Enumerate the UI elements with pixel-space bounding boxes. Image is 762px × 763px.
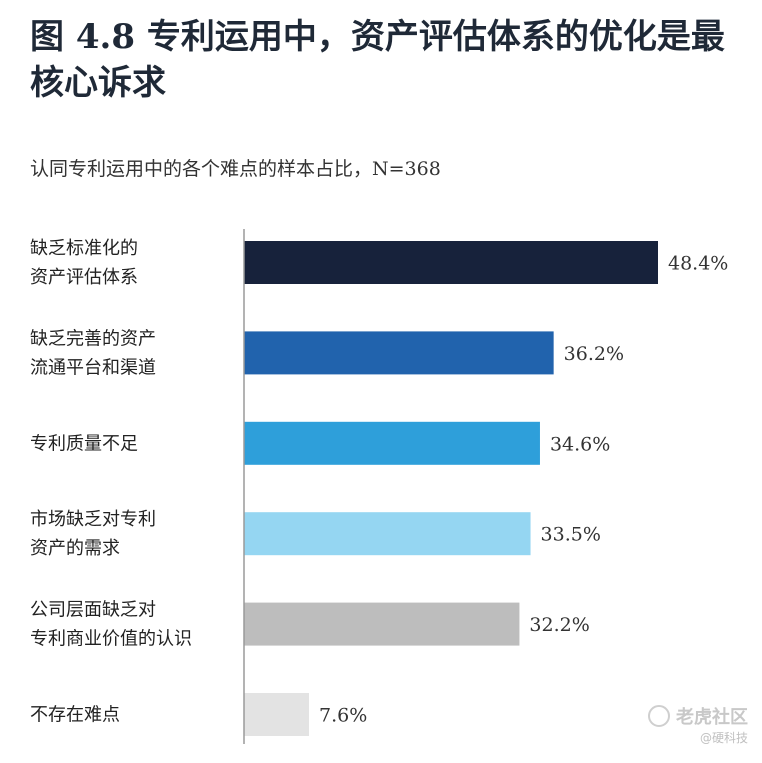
bar-4 <box>244 602 520 646</box>
category-label-0-0: 缺乏标准化的 <box>30 238 138 259</box>
bar-3 <box>244 512 531 556</box>
value-label-4: 32.2% <box>529 614 589 636</box>
bar-5 <box>244 693 310 736</box>
watermark: 老虎社区 @硬科技 <box>648 705 748 746</box>
category-label-5-0: 不存在难点 <box>30 705 120 726</box>
bars-group <box>244 241 658 736</box>
category-label-4-1: 专利商业价值的认识 <box>30 629 192 650</box>
value-label-2: 34.6% <box>550 433 610 455</box>
category-label-3-0: 市场缺乏对专利 <box>30 509 156 530</box>
value-labels-group: 48.4% 36.2% 34.6% 33.5% 32.2% 7.6% <box>319 253 728 727</box>
value-label-0: 48.4% <box>668 253 728 275</box>
bar-0 <box>244 241 658 284</box>
bar-2 <box>244 421 540 465</box>
bar-1 <box>244 331 554 375</box>
value-label-5: 7.6% <box>319 705 367 727</box>
category-label-0-1: 资产评估体系 <box>30 267 138 288</box>
watermark-sub-text: @硬科技 <box>699 731 748 745</box>
category-label-2-0: 专利质量不足 <box>30 433 138 454</box>
category-label-1-0: 缺乏完善的资产 <box>30 328 156 349</box>
chart-title: 图 4.8 专利运用中，资产评估体系的优化是最核心诉求 <box>30 17 725 103</box>
watermark-main-text: 老虎社区 <box>676 707 748 728</box>
category-label-1-1: 流通平台和渠道 <box>30 357 156 378</box>
category-label-3-1: 资产的需求 <box>30 538 120 559</box>
value-label-1: 36.2% <box>564 343 624 365</box>
value-label-3: 33.5% <box>541 524 601 546</box>
category-label-4-0: 公司层面缺乏对 <box>30 600 156 621</box>
tiger-logo-icon <box>648 705 670 727</box>
category-labels-group: 缺乏标准化的资产评估体系缺乏完善的资产流通平台和渠道专利质量不足市场缺乏对专利资… <box>30 238 192 726</box>
chart-subtitle: 认同专利运用中的各个难点的样本占比，N=368 <box>30 158 441 180</box>
